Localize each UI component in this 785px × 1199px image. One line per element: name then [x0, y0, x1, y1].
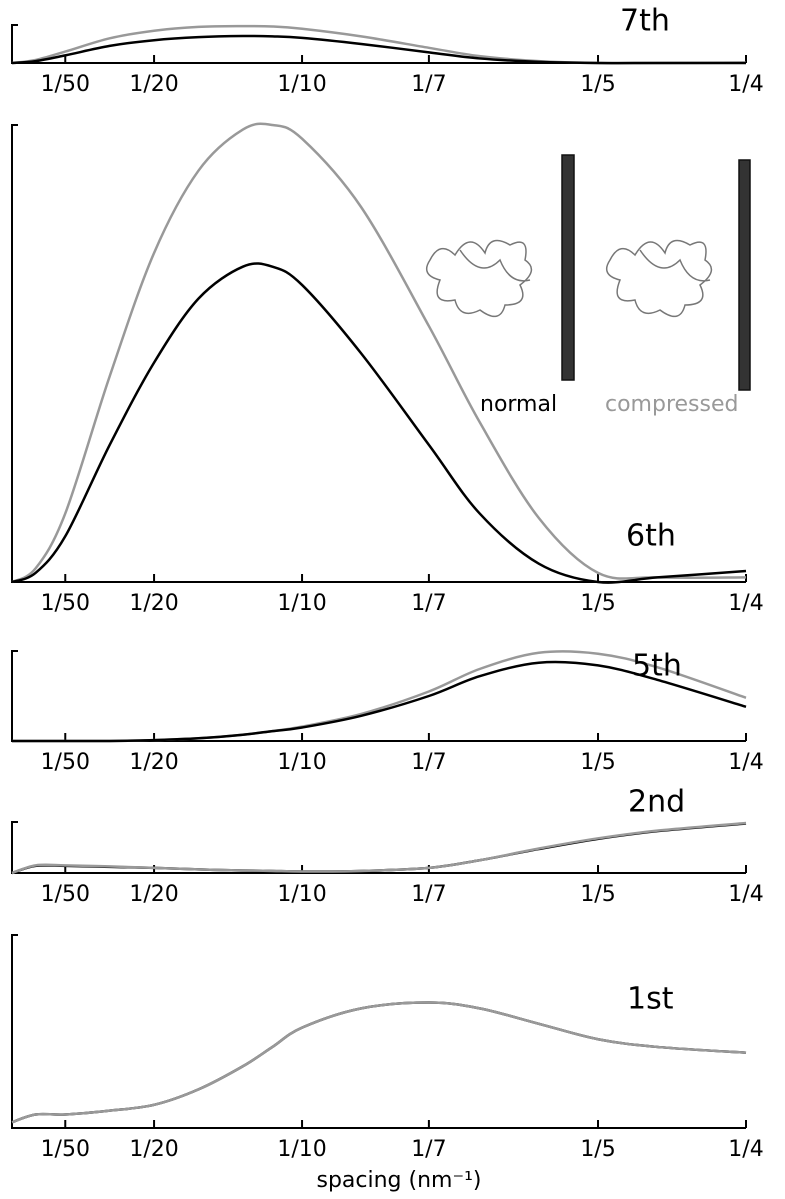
panel-title: 2nd: [628, 785, 685, 820]
series-line: [12, 660, 747, 743]
x-tick-label: 1/20: [129, 750, 178, 775]
x-tick-label: 1/10: [277, 882, 326, 907]
x-tick-label: 1/7: [411, 750, 446, 775]
x-tick-label: 1/10: [277, 750, 326, 775]
axis: [11, 124, 746, 583]
x-tick-label: 1/10: [277, 591, 326, 616]
series-line: [11, 34, 746, 65]
axis: [11, 650, 746, 742]
x-tick-label: 1/5: [580, 591, 615, 616]
x-tick-label: 1/20: [129, 882, 178, 907]
legend-label: compressed: [605, 392, 738, 417]
protein-images: [425, 154, 751, 391]
x-tick-label: 1/4: [728, 1137, 763, 1162]
x-tick-label: 1/50: [41, 1137, 90, 1162]
x-tick-label: 1/4: [728, 882, 763, 907]
axis: [11, 821, 746, 874]
x-tick-label: 1/20: [129, 591, 178, 616]
x-tick-label: 1/50: [41, 750, 90, 775]
x-tick-label: 1/4: [728, 72, 763, 97]
x-tick-label: 1/5: [580, 72, 615, 97]
filament-compressed: [738, 159, 751, 391]
x-tick-label: 1/7: [411, 1137, 446, 1162]
series-line: [11, 122, 747, 584]
series-line: [11, 262, 747, 584]
series-line: [11, 821, 747, 875]
x-axis-label: spacing (nm⁻¹): [317, 1168, 482, 1193]
x-tick-label: 1/10: [277, 72, 326, 97]
x-tick-label: 1/7: [411, 72, 446, 97]
axis: [11, 934, 746, 1129]
panel-title: 6th: [626, 519, 676, 554]
x-tick-label: 1/10: [277, 1137, 326, 1162]
x-tick-label: 1/50: [41, 72, 90, 97]
series-line: [11, 1001, 747, 1124]
x-tick-label: 1/50: [41, 882, 90, 907]
protein-compressed: [605, 239, 713, 318]
x-tick-label: 1/5: [580, 1137, 615, 1162]
protein-normal: [425, 239, 533, 318]
x-tick-label: 1/5: [580, 882, 615, 907]
x-tick-label: 1/50: [41, 591, 90, 616]
panel-title: 5th: [632, 649, 682, 684]
axis: [11, 24, 746, 64]
legend-label: normal: [480, 392, 557, 417]
x-tick-label: 1/7: [411, 591, 446, 616]
filament-normal: [561, 154, 575, 381]
x-tick-label: 1/20: [129, 1137, 178, 1162]
panel-title: 7th: [620, 4, 670, 39]
x-tick-label: 1/5: [580, 750, 615, 775]
x-tick-label: 1/4: [728, 750, 763, 775]
panel-title: 1st: [627, 982, 674, 1017]
series-line: [11, 1001, 747, 1124]
x-tick-label: 1/4: [728, 591, 763, 616]
x-tick-label: 1/7: [411, 882, 446, 907]
x-tick-label: 1/20: [129, 72, 178, 97]
